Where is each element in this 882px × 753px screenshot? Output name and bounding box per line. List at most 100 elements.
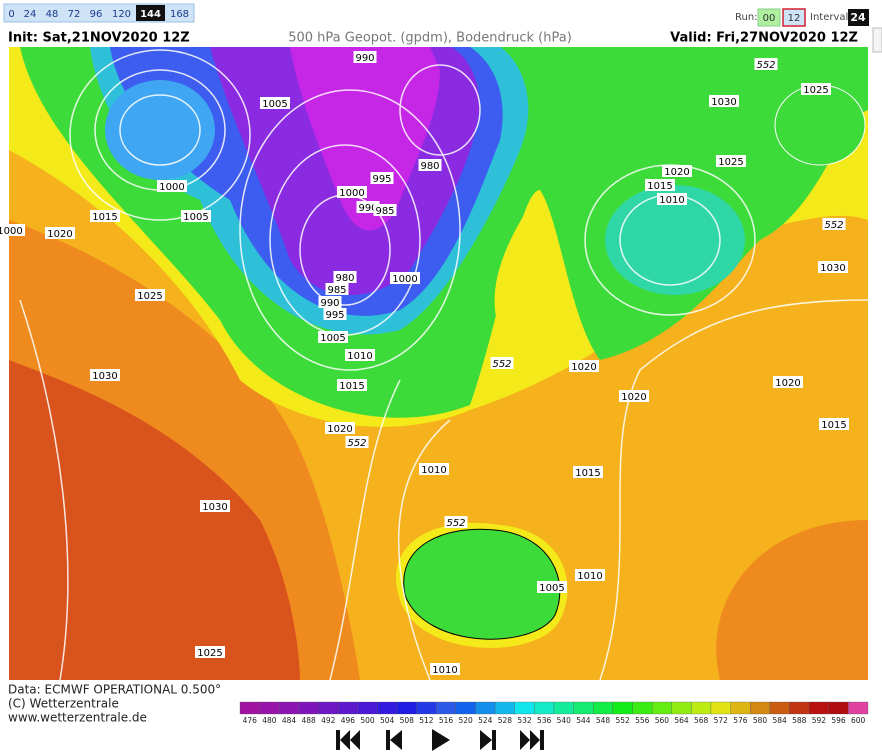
- colorbar-label: 516: [439, 716, 454, 725]
- colorbar-label: 564: [674, 716, 689, 725]
- colorbar: 476 480 484 488 492 496 500 504 508 512 516 520 524 5…: [239, 701, 869, 725]
- colorbar-cell: [259, 701, 280, 715]
- colorbar-cell: [279, 701, 300, 715]
- hour-button[interactable]: 72: [68, 9, 81, 20]
- run-label: Run:: [735, 12, 758, 23]
- contour-label: 1020: [621, 392, 646, 403]
- contour-label: 1015: [339, 381, 364, 392]
- contour-label-bg: [537, 581, 567, 593]
- colorbar-cell: [553, 701, 574, 715]
- run-box[interactable]: [757, 8, 781, 27]
- contour-label: 1020: [571, 362, 596, 373]
- contour-label: 1005: [262, 99, 287, 110]
- colorbar-cell: [318, 701, 339, 715]
- first-button[interactable]: [336, 730, 360, 750]
- colorbar-label: 592: [812, 716, 827, 725]
- last-button[interactable]: [520, 730, 544, 750]
- colorbar-cell: [514, 701, 535, 715]
- contour-label: 1020: [47, 229, 72, 240]
- contour-label-bg: [419, 463, 449, 475]
- colorbar-cell: [769, 701, 790, 715]
- contour-label: 552: [446, 518, 465, 529]
- contour-label: 980: [335, 273, 354, 284]
- next-button[interactable]: [480, 730, 496, 750]
- contour-label: 1005: [183, 212, 208, 223]
- hour-button[interactable]: 168: [170, 9, 189, 20]
- colorbar-label: 476: [243, 716, 258, 725]
- hour-button[interactable]: 144: [140, 9, 161, 20]
- contour-label-bg: [90, 210, 120, 222]
- contour-label-bg: [444, 516, 468, 528]
- contour-label: 990: [355, 53, 374, 64]
- contour-label-bg: [569, 360, 599, 372]
- contour-label-bg: [709, 95, 739, 107]
- contour-label: 1015: [92, 212, 117, 223]
- contour-label-bg: [490, 357, 514, 369]
- contour-label: 1030: [711, 97, 736, 108]
- map-title: 500 hPa Geopot. (gpdm), Bodendruck (hPa): [288, 31, 572, 46]
- contour-label-bg: [801, 83, 831, 95]
- contour-label: 1025: [137, 291, 162, 302]
- contour-label-bg: [323, 308, 347, 320]
- contour-label: 1005: [539, 583, 564, 594]
- colorbar-label: 548: [596, 716, 611, 725]
- contour-label: 1025: [803, 85, 828, 96]
- colorbar-label: 596: [831, 716, 846, 725]
- interval-value[interactable]: 24: [850, 11, 866, 24]
- hour-button[interactable]: 48: [46, 9, 59, 20]
- contour-label-bg: [819, 418, 849, 430]
- colorbar-label: 508: [400, 716, 415, 725]
- colorbar-cell: [239, 701, 260, 715]
- colorbar-label: 524: [478, 716, 493, 725]
- contour-label: 1010: [421, 465, 446, 476]
- colorbar-label: 540: [557, 716, 572, 725]
- run-box[interactable]: [782, 8, 806, 27]
- colorbar-label: 568: [694, 716, 709, 725]
- colorbar-cell: [750, 701, 771, 715]
- colorbar-label: 544: [576, 716, 591, 725]
- contour-label-bg: [418, 159, 442, 171]
- run-button[interactable]: 12: [788, 13, 801, 24]
- contour-label: 1010: [347, 351, 372, 362]
- contour-label-bg: [325, 422, 355, 434]
- hour-selected[interactable]: [136, 5, 165, 21]
- colorbar-cell: [436, 701, 457, 715]
- colorbar-cell: [848, 701, 869, 715]
- contour-label-bg: [573, 466, 603, 478]
- prev-button[interactable]: [386, 730, 402, 750]
- colorbar-label: 584: [773, 716, 788, 725]
- play-button[interactable]: [432, 729, 450, 751]
- scroll-box[interactable]: [872, 27, 882, 53]
- contour-label-bg: [318, 296, 342, 308]
- colorbar-label: 572: [714, 716, 729, 725]
- hour-button[interactable]: 24: [24, 9, 37, 20]
- contour-label-bg: [318, 331, 348, 343]
- contour-label-bg: [430, 663, 460, 675]
- contour-label: 1000: [339, 188, 364, 199]
- contour-label-bg: [373, 204, 397, 216]
- map: [9, 47, 868, 680]
- hour-button[interactable]: 0: [8, 9, 14, 20]
- contour-label-bg: [337, 379, 367, 391]
- contour-label-bg: [337, 186, 367, 198]
- colorbar-label: 480: [262, 716, 277, 725]
- run-button[interactable]: 00: [763, 13, 776, 24]
- contour-label: 990: [358, 203, 377, 214]
- contour-label: 552: [492, 359, 511, 370]
- contour-label-bg: [200, 500, 230, 512]
- hour-button[interactable]: 96: [90, 9, 103, 20]
- interval-label: Interval: [810, 12, 848, 23]
- init-time: Init: Sat,21NOV2020 12Z: [8, 31, 190, 46]
- colorbar-label: 500: [360, 716, 375, 725]
- contour-label-bg: [716, 155, 746, 167]
- contour-label: 1000: [159, 182, 184, 193]
- contour-label-bg: [45, 227, 75, 239]
- colorbar-cell: [808, 701, 829, 715]
- colorbar-cell: [494, 701, 515, 715]
- hour-button[interactable]: 120: [112, 9, 131, 20]
- interval-box[interactable]: [848, 9, 869, 26]
- contour-label: 1010: [577, 571, 602, 582]
- colorbar-label: 552: [616, 716, 631, 725]
- colorbar-cell: [710, 701, 731, 715]
